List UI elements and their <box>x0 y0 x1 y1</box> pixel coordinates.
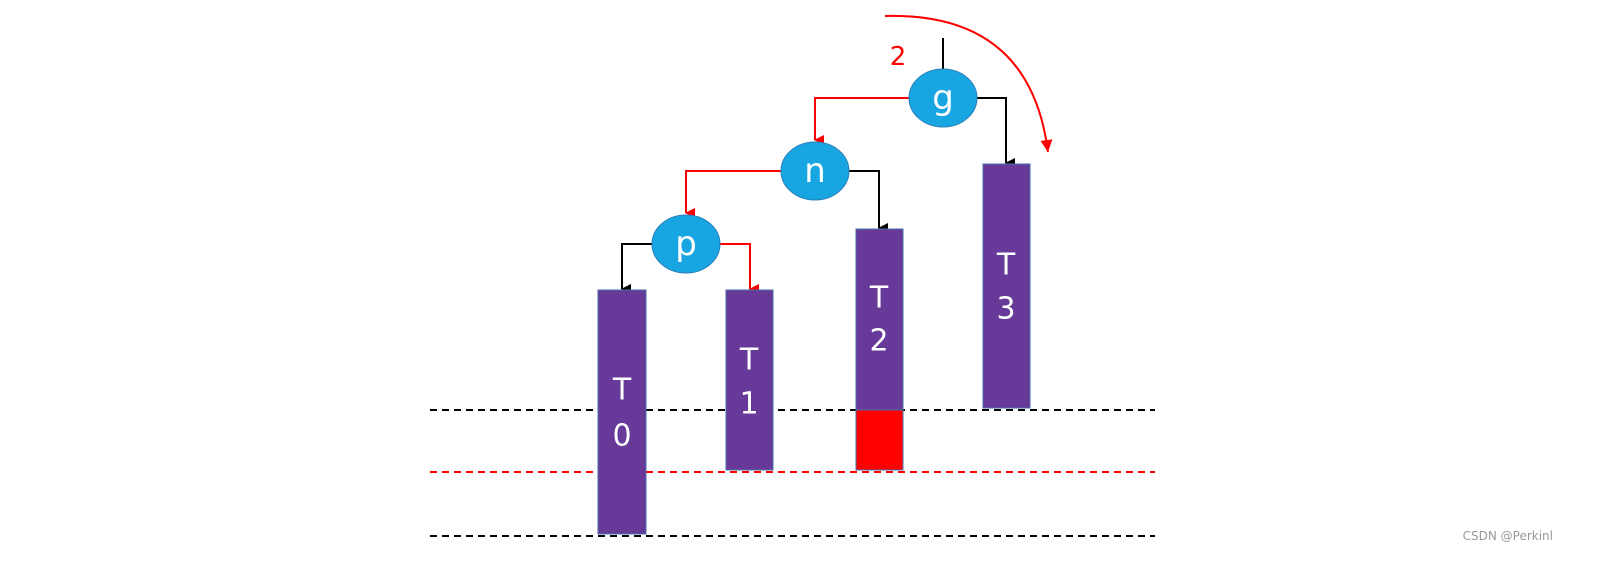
subtree-letter: T <box>739 343 759 378</box>
subtree <box>725 289 774 471</box>
inserted-level <box>855 409 904 471</box>
annotation: 2 <box>890 42 907 72</box>
edge <box>849 170 888 233</box>
watermark: CSDN @Perkinl <box>1463 529 1553 543</box>
subtree-letter: T <box>996 248 1016 283</box>
edge <box>720 243 759 294</box>
subtree-number: 3 <box>996 292 1015 327</box>
subtree <box>855 228 904 411</box>
node-label: g <box>932 78 954 118</box>
node <box>651 214 721 274</box>
subtree-number: 0 <box>612 419 631 454</box>
edge <box>814 97 909 145</box>
edge <box>621 243 652 294</box>
subtree-letter: T <box>612 373 632 408</box>
subtree-number: 2 <box>869 324 888 359</box>
subtree-number: 1 <box>739 387 758 422</box>
subtree <box>597 289 647 535</box>
subtree <box>982 163 1031 409</box>
node-label: p <box>675 224 697 264</box>
edge <box>977 97 1015 168</box>
node <box>780 141 850 201</box>
edge <box>685 170 781 218</box>
subtree-letter: T <box>869 281 889 316</box>
node <box>908 68 978 128</box>
node-label: n <box>804 151 826 191</box>
rotation-arrow <box>884 14 1053 153</box>
